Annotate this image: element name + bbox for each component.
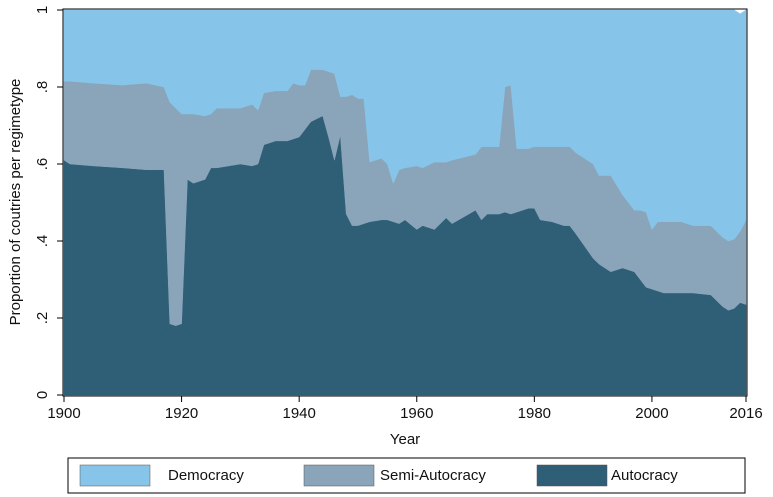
y-tick-label: 0 bbox=[34, 391, 51, 399]
legend-label: Autocracy bbox=[611, 467, 678, 484]
x-axis-title: Year bbox=[390, 431, 420, 448]
x-tick-label: 2016 bbox=[729, 405, 762, 422]
x-tick-label: 1960 bbox=[400, 405, 433, 422]
y-tick-label: 1 bbox=[34, 6, 51, 14]
legend-swatch bbox=[303, 464, 375, 487]
y-tick-label: .2 bbox=[34, 312, 51, 325]
y-tick-label: .8 bbox=[34, 81, 51, 94]
plot-frame bbox=[62, 8, 748, 397]
area bbox=[63, 9, 747, 242]
legend-label: Democracy bbox=[168, 467, 244, 484]
x-tick-label: 1980 bbox=[518, 405, 551, 422]
legend-label: Semi-Autocracy bbox=[380, 467, 486, 484]
legend-swatch bbox=[79, 464, 151, 487]
legend-box bbox=[67, 457, 746, 494]
y-tick-label: .4 bbox=[34, 235, 51, 248]
legend-swatch bbox=[536, 464, 608, 487]
x-tick-label: 1920 bbox=[165, 405, 198, 422]
y-axis-title: Proportion of coutries per regimetype bbox=[7, 79, 24, 326]
x-tick-label: 2000 bbox=[635, 405, 668, 422]
y-tick-label: .6 bbox=[34, 158, 51, 171]
x-tick-label: 1940 bbox=[282, 405, 315, 422]
x-tick-label: 1900 bbox=[47, 405, 80, 422]
